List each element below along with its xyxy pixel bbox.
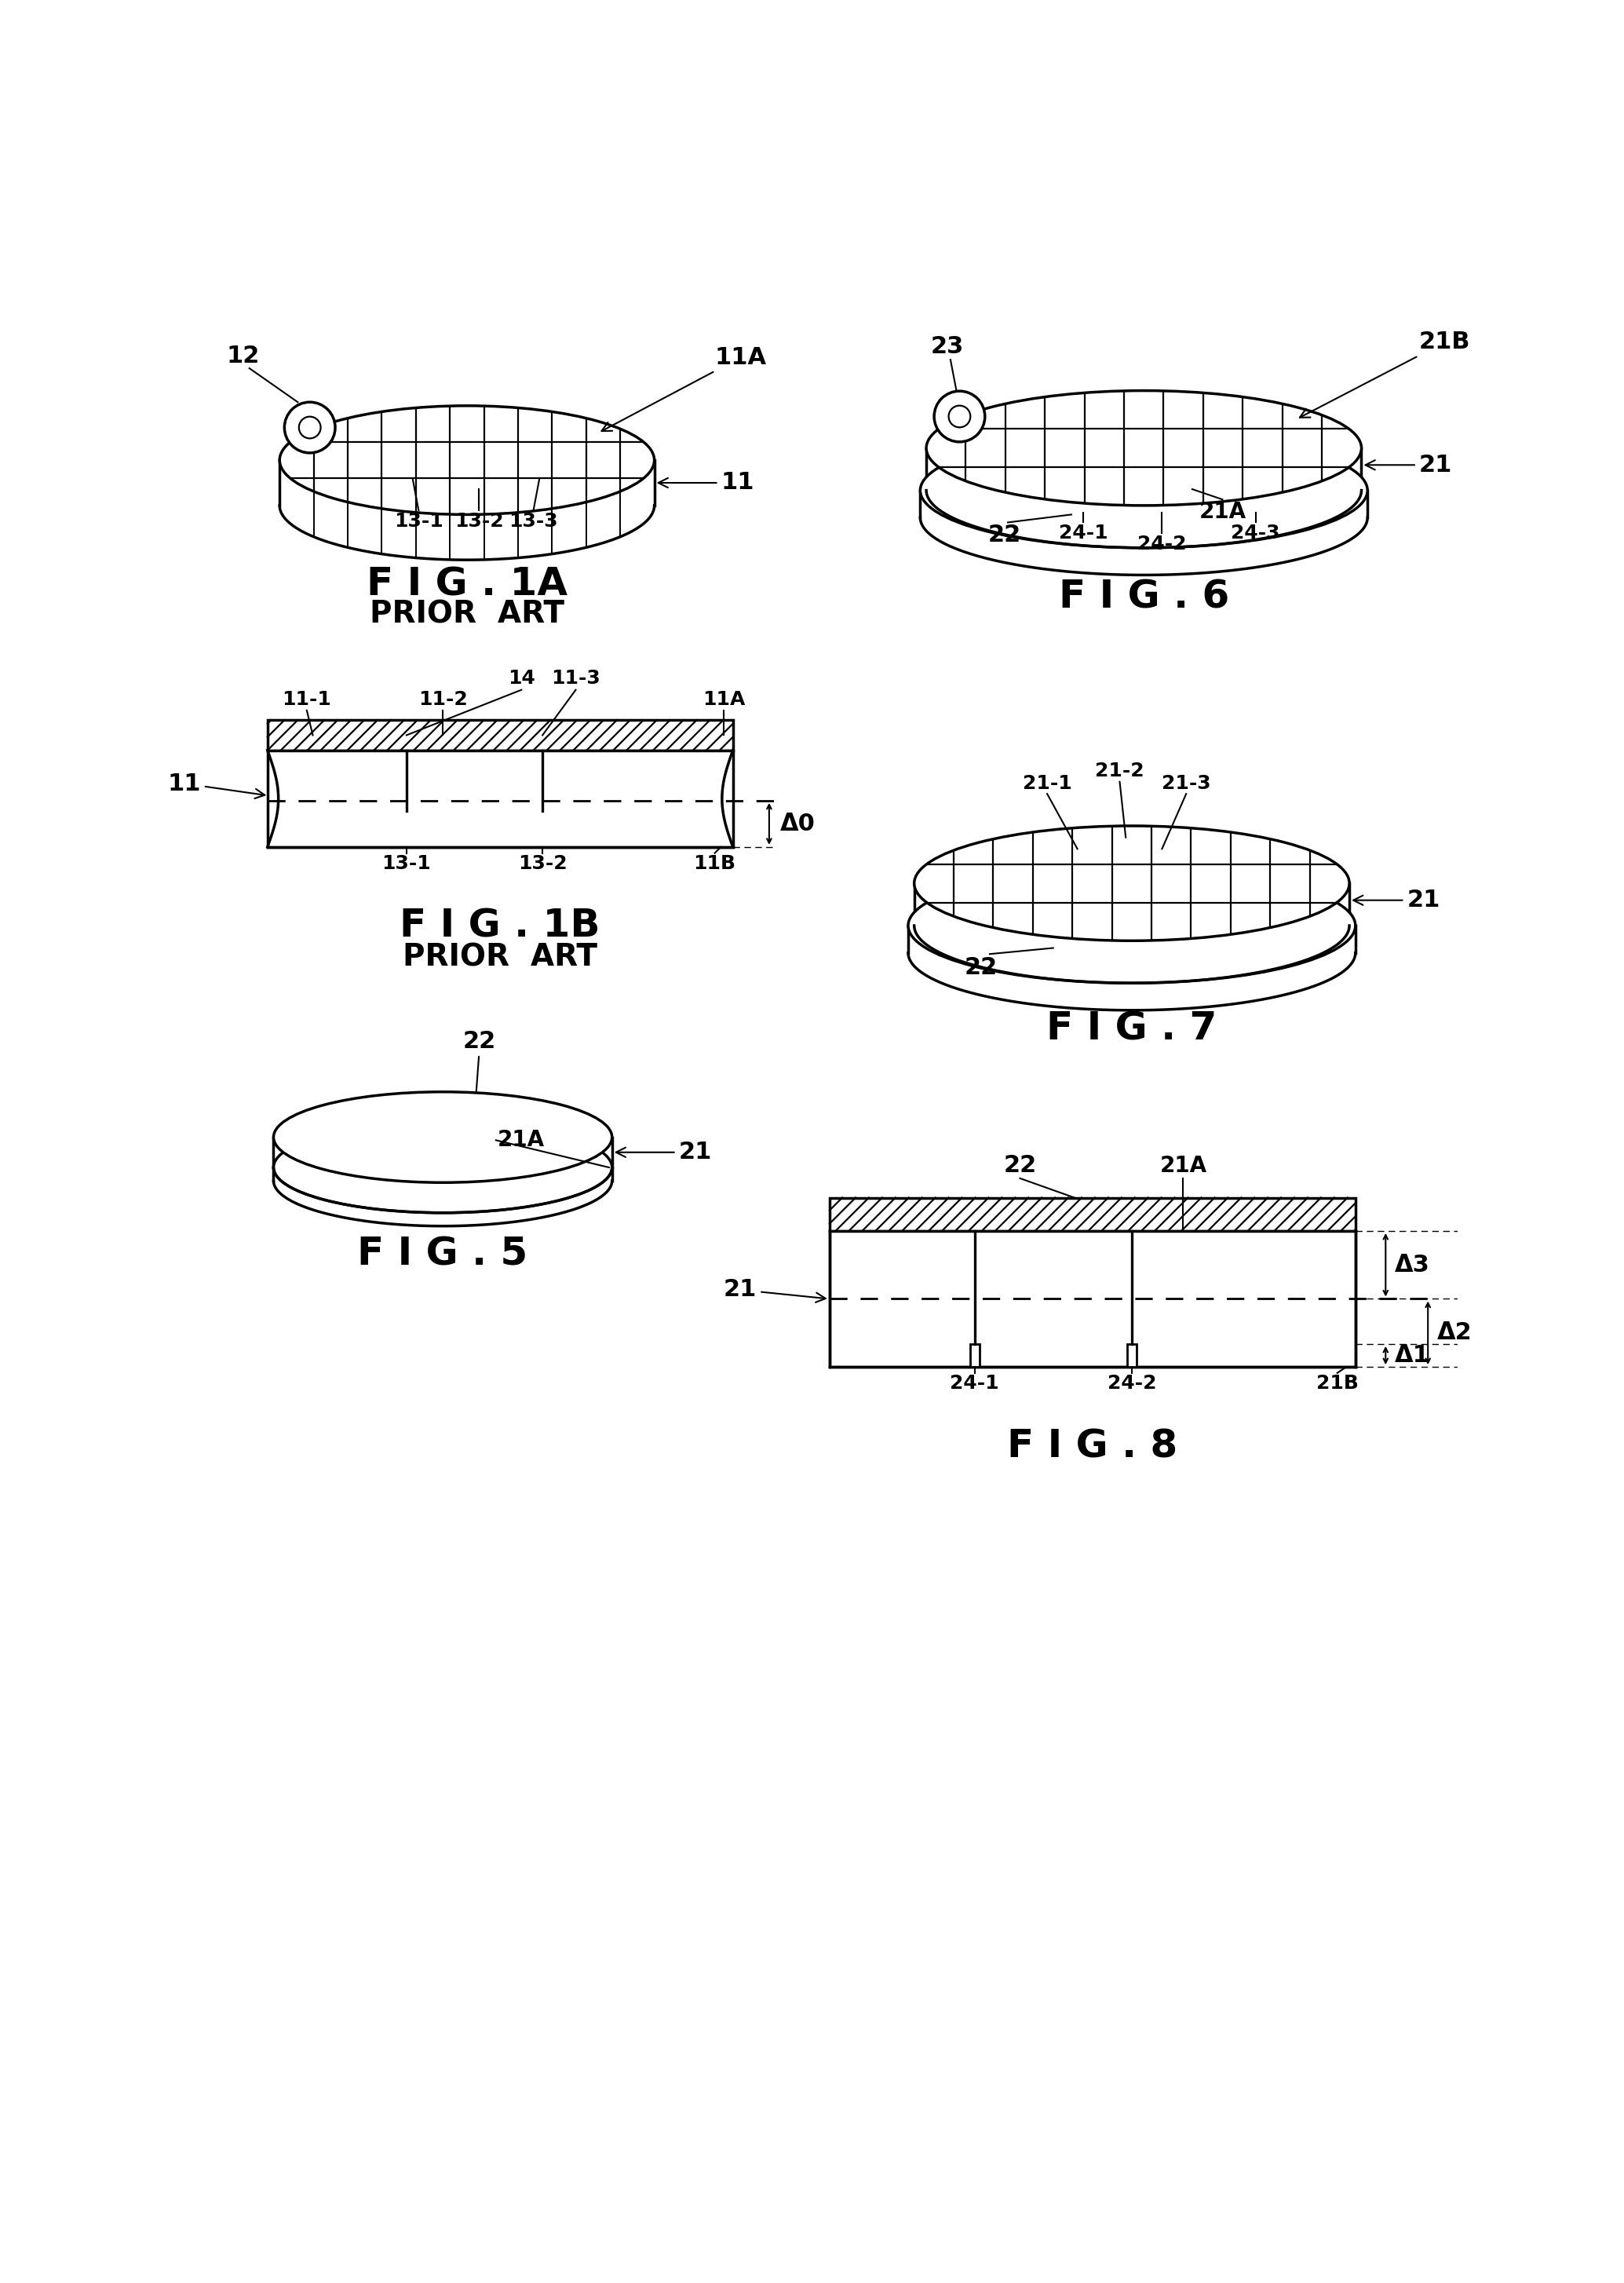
Text: Δ1: Δ1 [1395, 1345, 1429, 1368]
Text: 13-2: 13-2 [455, 511, 503, 530]
Text: 24-2: 24-2 [1137, 534, 1187, 552]
Text: 22: 22 [965, 957, 997, 979]
Text: F I G . 5: F I G . 5 [357, 1235, 528, 1274]
Text: 21A: 21A [1199, 502, 1246, 523]
Text: F I G . 8: F I G . 8 [1007, 1427, 1177, 1466]
Circle shape [948, 406, 971, 427]
Text: F I G . 6: F I G . 6 [1059, 578, 1229, 616]
Text: 21: 21 [724, 1278, 825, 1301]
Circle shape [934, 390, 984, 443]
Text: 21-3: 21-3 [1161, 774, 1212, 792]
Text: 24-3: 24-3 [1231, 523, 1280, 543]
Text: 11: 11 [658, 470, 754, 493]
Text: 22: 22 [463, 1030, 495, 1052]
Bar [268, 751, 732, 847]
Bar [830, 1231, 1356, 1368]
Bar [970, 1345, 979, 1368]
Text: Δ0: Δ0 [780, 813, 815, 836]
Text: 21A: 21A [497, 1130, 544, 1151]
Circle shape [299, 416, 320, 438]
Text: 14: 14 [508, 669, 534, 687]
Text: 11-3: 11-3 [551, 669, 601, 687]
Bar [830, 1199, 1356, 1231]
Text: 13-1: 13-1 [382, 854, 430, 872]
Text: 21: 21 [1366, 454, 1452, 477]
Bar [268, 719, 732, 751]
Text: PRIOR  ART: PRIOR ART [403, 943, 598, 973]
Text: 21-2: 21-2 [1095, 763, 1145, 781]
Text: 13-2: 13-2 [518, 854, 567, 872]
Text: 22: 22 [1004, 1153, 1036, 1176]
Text: 11A: 11A [601, 347, 767, 431]
Ellipse shape [273, 1121, 612, 1212]
Text: 11: 11 [167, 772, 265, 799]
Text: Δ2: Δ2 [1437, 1322, 1471, 1345]
Text: 23: 23 [931, 336, 965, 358]
Text: 13-1: 13-1 [395, 511, 443, 530]
Text: 24-1: 24-1 [1059, 523, 1108, 543]
Text: 22: 22 [989, 523, 1021, 546]
Text: 12: 12 [227, 345, 260, 368]
Bar [268, 719, 732, 751]
Bar [830, 1199, 1356, 1231]
Ellipse shape [279, 406, 654, 514]
Ellipse shape [908, 868, 1356, 984]
Ellipse shape [921, 434, 1367, 548]
Text: 11A: 11A [703, 689, 745, 710]
Text: PRIOR  ART: PRIOR ART [370, 598, 564, 630]
Circle shape [284, 402, 335, 452]
Text: 21B: 21B [1315, 1374, 1358, 1393]
Text: 21-1: 21-1 [1023, 774, 1072, 792]
Text: 24-1: 24-1 [950, 1374, 999, 1393]
Text: 24-2: 24-2 [1108, 1374, 1156, 1393]
Text: 13-3: 13-3 [508, 511, 559, 530]
Bar [1127, 1345, 1137, 1368]
Text: 11-1: 11-1 [283, 689, 331, 710]
Text: F I G . 1A: F I G . 1A [367, 566, 567, 603]
Text: F I G . 1B: F I G . 1B [400, 906, 601, 945]
Text: F I G . 7: F I G . 7 [1046, 1011, 1216, 1048]
Ellipse shape [914, 826, 1350, 941]
Text: 11-2: 11-2 [417, 689, 468, 710]
Ellipse shape [926, 390, 1361, 505]
Text: 11B: 11B [693, 854, 736, 872]
Text: 21A: 21A [1160, 1155, 1207, 1176]
Text: Δ3: Δ3 [1395, 1253, 1429, 1276]
Text: 21: 21 [1353, 888, 1440, 911]
Ellipse shape [273, 1091, 612, 1183]
Text: 21B: 21B [1299, 331, 1470, 418]
Text: 21: 21 [615, 1142, 711, 1164]
